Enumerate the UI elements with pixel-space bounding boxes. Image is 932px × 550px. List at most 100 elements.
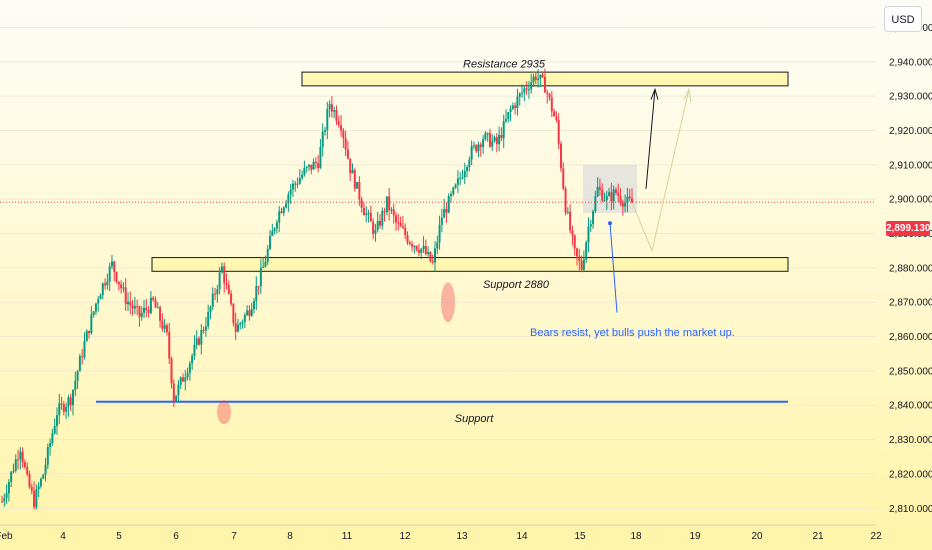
candle-body bbox=[179, 377, 182, 385]
y-tick-label: 2,820.000 bbox=[889, 469, 932, 480]
candle-body bbox=[477, 144, 480, 152]
candle-body bbox=[491, 140, 494, 147]
candle-body bbox=[191, 355, 194, 364]
candle-body bbox=[193, 344, 196, 356]
y-tick-label: 2,920.000 bbox=[889, 126, 932, 137]
candle-body bbox=[186, 373, 189, 378]
candle-body bbox=[250, 309, 253, 316]
candle-body bbox=[580, 260, 583, 270]
wick-highlight bbox=[217, 400, 231, 425]
candle-body bbox=[145, 307, 148, 310]
candle-body bbox=[553, 111, 556, 117]
candle-body bbox=[305, 166, 308, 168]
candle-body bbox=[310, 164, 313, 170]
candle-body bbox=[495, 137, 498, 145]
candle-body bbox=[482, 139, 485, 148]
candle-body bbox=[110, 261, 113, 267]
candle-body bbox=[33, 490, 36, 508]
candle-body bbox=[147, 309, 150, 313]
candle-body bbox=[527, 89, 530, 91]
candle-body bbox=[486, 133, 489, 135]
candle-body bbox=[631, 198, 633, 203]
zone-labels: Resistance 2935 Support 2880 Support Bea… bbox=[455, 58, 735, 425]
candle-body bbox=[133, 306, 136, 309]
candle-body bbox=[427, 251, 430, 255]
candle-body bbox=[211, 293, 214, 307]
x-tick-label: 6 bbox=[173, 531, 179, 542]
candle-body bbox=[505, 118, 507, 122]
candle-body bbox=[379, 220, 381, 226]
candle-body bbox=[314, 161, 317, 164]
candle-body bbox=[220, 266, 223, 273]
candle-body bbox=[117, 281, 120, 285]
candle-body bbox=[138, 306, 141, 317]
candle-body bbox=[181, 377, 184, 382]
annotation-note: Bears resist, yet bulls push the market … bbox=[530, 327, 735, 339]
y-tick-label: 2,850.000 bbox=[889, 366, 932, 377]
support-2880-label: Support 2880 bbox=[483, 279, 550, 291]
projection-arrows bbox=[608, 87, 692, 313]
x-tick-label: 20 bbox=[751, 531, 763, 542]
candle-body bbox=[509, 108, 512, 113]
candle-body bbox=[301, 174, 304, 178]
candle-body bbox=[383, 210, 386, 213]
candle-body bbox=[493, 137, 496, 141]
consolidation-box[interactable] bbox=[583, 164, 637, 213]
current-price-badge: 2,899.130 bbox=[886, 221, 931, 236]
candle-body bbox=[271, 231, 274, 236]
candle-body bbox=[131, 305, 134, 309]
candle-body bbox=[589, 223, 592, 227]
y-tick-label: 2,910.000 bbox=[889, 160, 932, 171]
candle-body bbox=[381, 210, 384, 226]
candle-body bbox=[42, 474, 45, 479]
candle-body bbox=[358, 182, 361, 200]
x-tick-label: 14 bbox=[516, 531, 528, 542]
candle-body bbox=[253, 300, 255, 310]
candle-body bbox=[248, 310, 251, 316]
candle-body bbox=[539, 74, 542, 79]
candle-body bbox=[188, 363, 191, 374]
gridlines bbox=[0, 26, 876, 509]
candle-body bbox=[234, 322, 237, 332]
candle-body bbox=[207, 311, 210, 327]
candle-body bbox=[433, 248, 436, 263]
candle-body bbox=[122, 287, 125, 289]
candle-body bbox=[172, 383, 175, 402]
candle-body bbox=[596, 186, 599, 197]
candle-body bbox=[92, 311, 95, 315]
candle-body bbox=[621, 202, 624, 207]
candle-body bbox=[303, 167, 306, 175]
candle-body bbox=[516, 96, 519, 108]
candle-body bbox=[127, 301, 129, 304]
candle-body bbox=[163, 325, 166, 329]
candle-body bbox=[19, 451, 22, 460]
candle-body bbox=[335, 110, 338, 122]
support-2880-zone[interactable] bbox=[151, 257, 789, 272]
candle-body bbox=[227, 284, 230, 294]
candle-body bbox=[571, 230, 574, 236]
candle-body bbox=[200, 330, 203, 345]
candle-body bbox=[534, 76, 537, 81]
candle-body bbox=[351, 170, 354, 174]
candle-body bbox=[532, 76, 535, 83]
candle-body bbox=[44, 464, 47, 475]
candle-body bbox=[246, 310, 249, 315]
candle-body bbox=[376, 220, 379, 230]
candle-body bbox=[488, 133, 491, 147]
resistance-label: Resistance 2935 bbox=[463, 58, 546, 70]
candle-body bbox=[585, 242, 588, 260]
candle-body bbox=[429, 251, 432, 262]
candle-body bbox=[424, 246, 427, 255]
candle-body bbox=[53, 426, 56, 434]
candle-body bbox=[97, 299, 100, 304]
currency-button[interactable]: USD bbox=[884, 6, 922, 32]
candle-body bbox=[143, 307, 146, 313]
y-tick-label: 2,830.000 bbox=[889, 435, 932, 446]
candle-body bbox=[617, 192, 620, 196]
candle-body bbox=[81, 356, 84, 358]
y-tick-label: 2,880.000 bbox=[889, 263, 932, 274]
y-tick-label: 2,940.000 bbox=[889, 57, 932, 68]
candle-body bbox=[101, 283, 104, 296]
